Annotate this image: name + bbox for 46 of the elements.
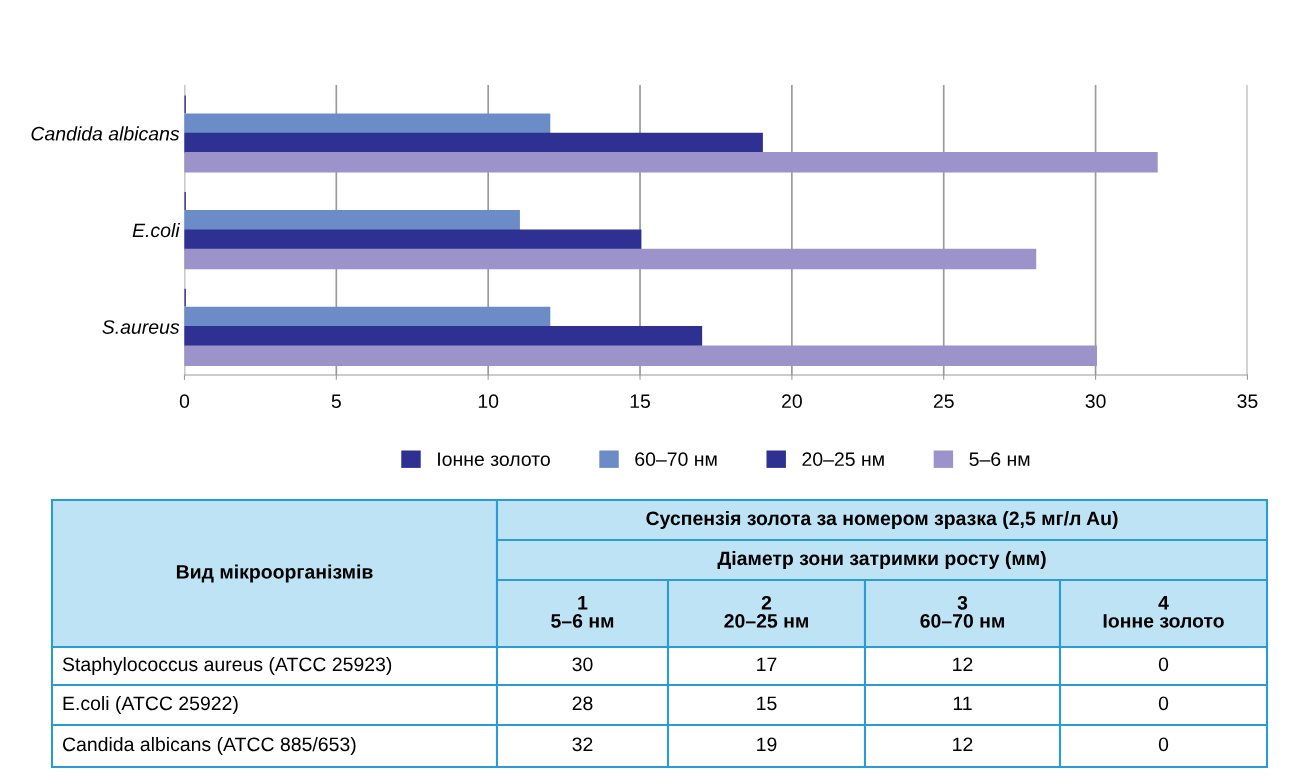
text: 19	[757, 737, 777, 752]
legend-label: Іонне золото	[438, 452, 550, 467]
text: Staphylococcus aureus (ATCC 25923)	[62, 656, 392, 676]
x-tick-label: 15	[630, 394, 651, 409]
x-tick-label: 35	[1237, 394, 1258, 409]
text: E.coli (ATCC 25922)	[63, 695, 238, 715]
text: 0	[1158, 657, 1169, 672]
bar	[184, 306, 551, 328]
text: 0	[1158, 696, 1169, 711]
text: 0	[1158, 737, 1169, 752]
bar	[184, 132, 763, 154]
text: 1 5–6 нм	[551, 596, 614, 628]
legend-label: 5–6 нм	[969, 452, 1030, 467]
text: 4 Іонне золото	[1103, 596, 1224, 628]
bar	[184, 345, 1097, 366]
text: 12	[953, 657, 973, 672]
text: 11	[953, 696, 972, 711]
x-tick-label: 0	[179, 394, 190, 409]
x-tick-label: 30	[1085, 394, 1106, 409]
x-tick-label: 5	[331, 394, 341, 409]
text: 28	[572, 696, 593, 711]
x-tick-label: 25	[933, 394, 954, 409]
x-tick-label: 10	[478, 394, 499, 409]
text: Діаметр зони затримки росту (мм)	[717, 550, 1046, 570]
text: 17	[757, 657, 777, 672]
text: 12	[953, 737, 973, 752]
y-tick-label: S.aureus	[102, 320, 180, 334]
bar	[184, 248, 1037, 270]
text: 2 20–25 нм	[724, 595, 808, 628]
text: 15	[757, 696, 777, 711]
bar	[184, 152, 1158, 173]
bar	[184, 229, 642, 250]
text: Суспензія золота за номером зразка (2,5 мг/л Au)	[646, 510, 1118, 530]
x-tick-label: 20	[782, 394, 802, 409]
y-tick-label: E.coli	[132, 222, 181, 238]
bar	[184, 113, 551, 134]
text: 32	[572, 737, 593, 752]
legend-label: 60–70 нм	[635, 452, 717, 467]
bar	[184, 326, 703, 347]
text: 30	[572, 657, 593, 672]
text: Candida albicans (ATCC 885/653)	[62, 736, 356, 756]
text: Вид мікроорганізмів	[176, 564, 373, 583]
legend-label: 20–25 нм	[802, 452, 884, 467]
y-tick-label: Candida albicans	[31, 126, 180, 141]
bar	[184, 210, 520, 231]
text: 3 60–70 нм	[920, 595, 1004, 628]
